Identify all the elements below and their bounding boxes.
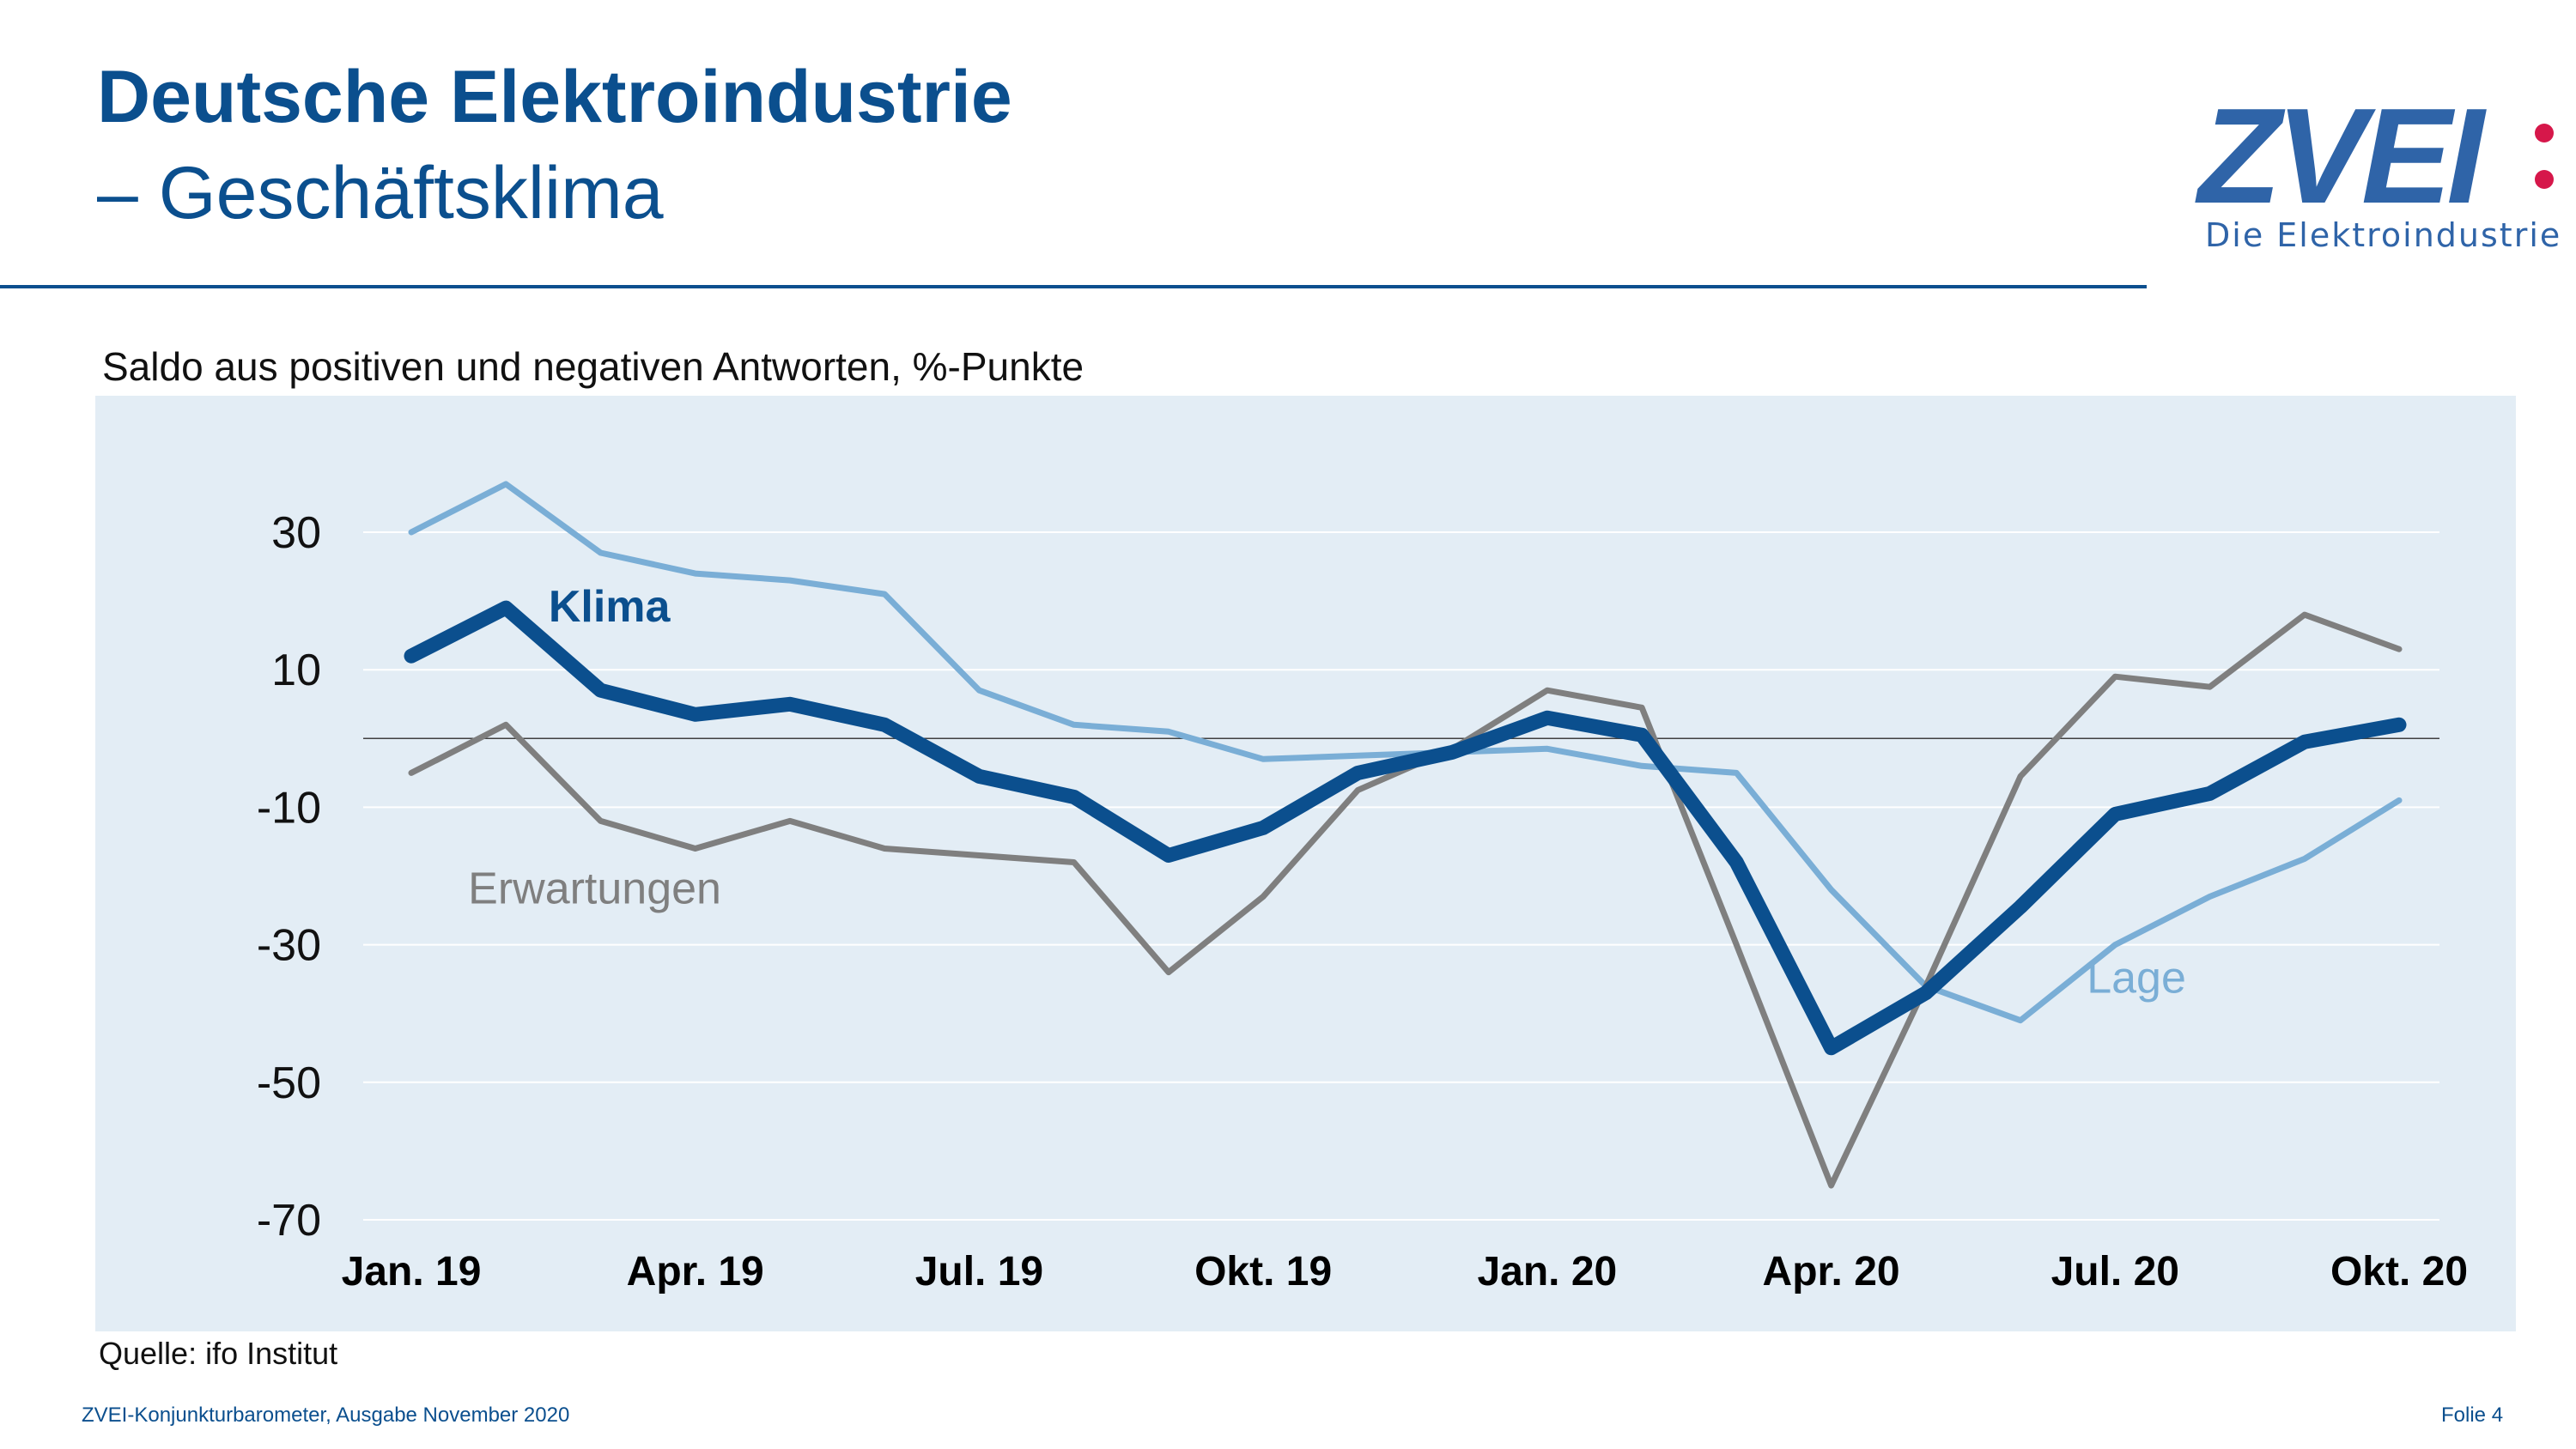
page-title: Deutsche Elektroindustrie: [97, 56, 1012, 138]
x-tick-label: Okt. 20: [2330, 1249, 2468, 1294]
series-label-lage: Lage: [2087, 954, 2186, 1003]
y-tick-label: 10: [271, 646, 321, 695]
x-tick-label: Apr. 19: [627, 1249, 764, 1294]
series-line-klima: [404, 600, 2407, 1056]
chart-subtitle: Saldo aus positiven und negativen Antwor…: [102, 344, 1084, 389]
x-tick-label: Jan. 19: [342, 1249, 482, 1294]
y-tick-label: -30: [257, 921, 321, 971]
y-tick-label: 30: [271, 508, 321, 558]
line-chart: 30 10 -10 -30 -50 -70 Jan. 19 Apr. 19 Jul. 19 Okt…: [257, 481, 2468, 1294]
series-label-klima: Klima: [549, 582, 671, 632]
x-tick-label: Jul. 20: [2051, 1249, 2179, 1294]
y-tick-label: -10: [257, 783, 321, 833]
slide-number: Folie 4: [2441, 1404, 2504, 1427]
x-tick-label: Okt. 19: [1194, 1249, 1332, 1294]
series-label-erwartungen: Erwartungen: [468, 864, 721, 914]
logo-tagline: Die Elektroindustrie: [2205, 216, 2562, 254]
series-line-lage: [408, 481, 2403, 1024]
x-tick-label: Apr. 20: [1763, 1249, 1900, 1294]
zvei-logo: ZVEI Die Elektroindustrie: [2198, 81, 2562, 258]
y-tick-label: -50: [257, 1058, 321, 1108]
x-tick-label: Jan. 20: [1477, 1249, 1617, 1294]
y-tick-label: -70: [257, 1196, 321, 1246]
logo-dot-upper: [2535, 124, 2554, 142]
chart-panel: [95, 396, 2516, 1331]
source-note: Quelle: ifo Institut: [99, 1336, 338, 1371]
logo-wordmark: ZVEI: [2198, 81, 2484, 232]
x-tick-label: Jul. 19: [915, 1249, 1043, 1294]
page-subtitle: – Geschäftsklima: [97, 152, 664, 234]
publication-footer: ZVEI-Konjunkturbarometer, Ausgabe Novemb…: [82, 1404, 570, 1427]
logo-dot-lower: [2535, 170, 2554, 189]
header-divider: [0, 285, 2147, 288]
